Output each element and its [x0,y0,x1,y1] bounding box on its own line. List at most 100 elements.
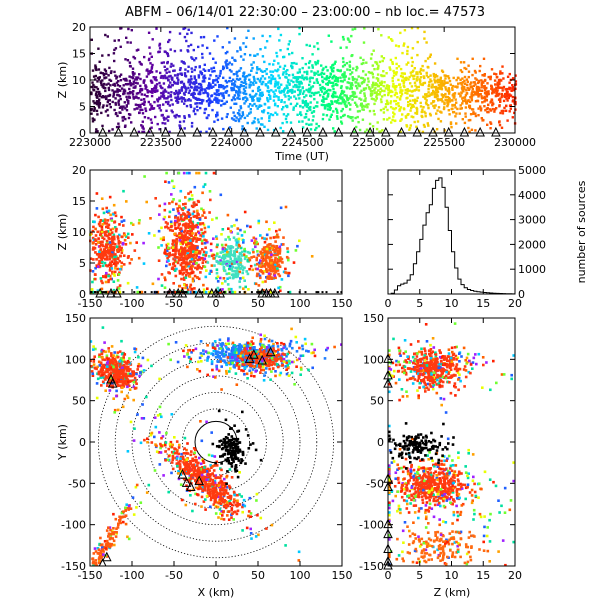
time-height-source [468,105,471,108]
xz-source [115,248,119,252]
xz-source [106,290,109,294]
time-height-source [131,67,135,70]
time-height-source [442,94,446,97]
time-height-source [198,98,202,101]
time-height-source [400,118,403,121]
time-height-source [283,64,287,68]
plan-source [98,364,102,367]
time-height-source [248,103,252,106]
range-ring [98,325,334,559]
xz-source [171,249,175,252]
plan-source [122,356,125,359]
xz-source [235,260,239,264]
time-height-source [166,119,170,122]
time-height-source [351,116,354,119]
time-height-source [94,66,98,69]
time-height-source [248,73,252,77]
xz-xtick-label: 0 [213,297,220,310]
station-marker [255,126,265,137]
time-height-source [382,84,385,88]
time-height-source [343,63,346,67]
time-height-source [241,111,244,114]
xz-source [202,232,205,235]
time-height-source [207,102,211,105]
plan-source [118,380,122,384]
time-height-source [176,92,179,96]
time-height-source [399,95,403,98]
xz-source [97,222,101,226]
xz-source [92,258,95,261]
station-marker [239,126,250,137]
xz-source [118,245,121,248]
time-height-source [411,94,414,97]
time-height-source [419,72,422,75]
time-height-source [424,93,427,96]
plan-source [283,345,287,348]
plan-source [250,371,253,374]
time-height-source [235,89,238,93]
time-height-source [416,96,419,99]
time-height-source [131,71,135,74]
plan-source [115,362,119,366]
time-height-source [248,93,252,97]
time-height-source [124,107,127,110]
time-height-source [241,75,245,78]
xz-source [257,254,261,257]
time-height-source [316,59,320,63]
xz-source [216,280,220,283]
xz-source [275,229,278,233]
xz-source [105,250,108,254]
time-height-source [451,84,454,88]
time-height-source [237,119,241,123]
time-height-source [272,95,276,98]
time-height-source [402,84,405,87]
time-height-source [119,111,122,114]
time-height-source [245,75,249,78]
plan-source [99,374,103,377]
time-height-source [235,72,238,76]
xz-source [207,225,210,229]
time-height-source [207,104,211,107]
xz-source [189,248,193,251]
time-height-source [511,77,515,80]
xz-source [233,274,237,277]
time-height-source [109,79,113,82]
xz-source [178,204,181,208]
plan-source [263,337,267,341]
plan-source [122,364,125,368]
time-height-source [349,73,352,76]
xz-source [269,255,273,259]
time-height-source [416,53,419,57]
xz-source [111,251,114,254]
time-height-source [447,92,451,95]
time-height-source [316,81,319,84]
time-height-source [194,112,197,116]
xz-source [111,227,115,231]
xz-source [228,238,231,241]
time-height-xtick-label: 224000 [211,136,253,149]
time-height-ytick-label: 20 [72,21,86,34]
xz-source [120,261,124,265]
xz-source [112,233,116,237]
time-height-source [145,75,149,78]
xz-source [103,254,106,257]
plan-source [146,358,150,362]
xz-source [175,220,179,224]
xz-source [186,230,190,233]
time-height-source [177,78,180,82]
time-height-source [112,93,116,96]
time-height-source [180,60,183,63]
xz-source [113,259,117,262]
time-height-source [150,67,153,70]
time-height-source [325,82,328,86]
time-height-source [398,109,401,112]
xz-source [177,291,180,294]
time-height-source [417,89,421,92]
time-height-source [163,90,166,93]
time-height-source [430,80,433,83]
time-height-source [336,111,339,114]
time-height-source [122,84,125,87]
time-height-source [255,71,258,74]
xz-source [113,220,117,223]
time-height-source [101,85,104,88]
